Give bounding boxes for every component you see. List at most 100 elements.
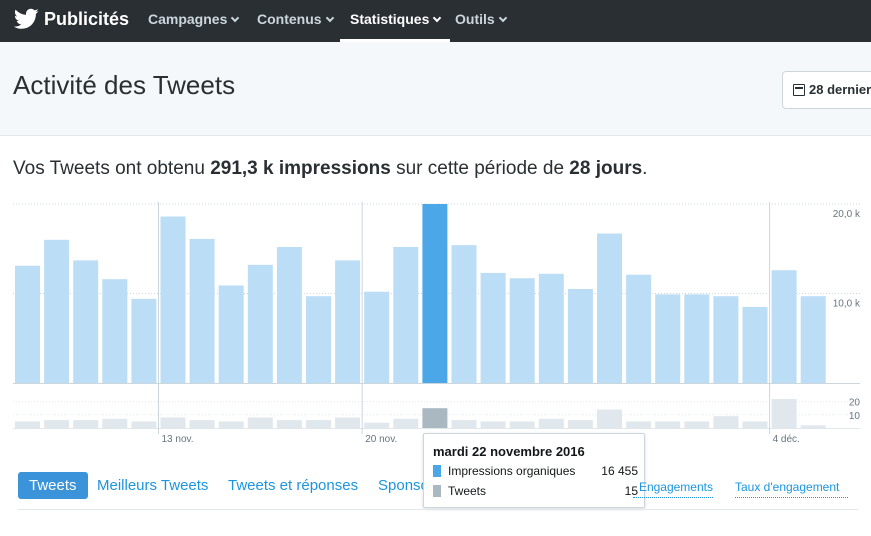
activity-chart[interactable]: 20,0 k 10,0 k 20 10 13 nov. 20 nov. 4 déc. xyxy=(0,195,871,450)
chevron-down-icon xyxy=(231,13,240,23)
tweets-bar xyxy=(451,420,477,428)
nav-item-label: Contenus xyxy=(257,11,322,27)
summary-prefix: Vos Tweets ont obtenu xyxy=(13,158,211,179)
tweets-tick-label: 10 xyxy=(849,411,861,422)
impressions-bar xyxy=(306,296,331,383)
tweets-swatch xyxy=(433,485,441,497)
tweets-bar xyxy=(335,417,361,428)
tweets-bar xyxy=(15,421,40,428)
tooltip-row-impressions: Impressions organiques 16 455 xyxy=(433,464,638,478)
summary-suffix: . xyxy=(642,158,648,179)
brand[interactable]: Publicités xyxy=(14,6,129,32)
tooltip-title: mardi 22 novembre 2016 xyxy=(433,444,585,459)
date-range-label: 28 derniers jours xyxy=(809,82,871,97)
tweets-bar xyxy=(364,422,390,428)
top-navigation: Publicités Campagnes Contenus Statistiqu… xyxy=(0,0,871,42)
tab-top-tweets[interactable]: Meilleurs Tweets xyxy=(97,477,209,494)
tweets-bar xyxy=(713,416,739,428)
summary-middle: sur cette période de xyxy=(390,158,570,179)
twitter-bird-icon xyxy=(14,8,39,29)
tweet-tabs: Tweets Meilleurs Tweets Tweets et répons… xyxy=(0,472,871,510)
tweets-tick-label: 20 xyxy=(849,398,861,409)
tooltip-row-value: 16 455 xyxy=(601,464,638,478)
brand-text: Publicités xyxy=(44,8,130,29)
page-title: Activité des Tweets xyxy=(13,70,236,100)
impressions-bar xyxy=(451,245,477,383)
tweets-bar xyxy=(306,420,331,428)
impressions-swatch xyxy=(433,465,441,477)
tweets-bar xyxy=(247,417,273,428)
chevron-down-icon xyxy=(498,13,507,23)
impressions-bar xyxy=(800,296,826,383)
tweets-bar xyxy=(160,417,186,428)
tweets-bar xyxy=(800,425,826,428)
metric-engagements[interactable]: Engagements xyxy=(633,480,713,498)
calendar-icon xyxy=(793,84,805,96)
divider xyxy=(18,509,858,510)
tweets-bar xyxy=(44,420,70,428)
impressions-bar xyxy=(364,291,390,383)
tooltip-row-label: Impressions organiques xyxy=(448,464,576,478)
impressions-bar xyxy=(276,246,302,383)
impressions-bar xyxy=(626,274,652,383)
tweets-bar xyxy=(742,421,768,428)
nav-item-contenus[interactable]: Contenus xyxy=(257,0,334,42)
nav-item-label: Campagnes xyxy=(148,11,228,27)
tweets-bar xyxy=(509,421,535,428)
metric-engagement-rate[interactable]: Taux d'engagement xyxy=(735,480,848,498)
nav-item-statistiques[interactable]: Statistiques xyxy=(339,0,451,42)
impressions-bar xyxy=(131,298,157,383)
tweets-bar xyxy=(538,418,564,428)
impressions-bar xyxy=(44,239,70,383)
impressions-bar xyxy=(538,273,564,383)
impressions-bar xyxy=(509,278,535,383)
tweets-bar xyxy=(771,398,797,428)
impressions-bar xyxy=(189,238,215,383)
nav-item-campagnes[interactable]: Campagnes xyxy=(148,0,240,42)
chart-tooltip: mardi 22 novembre 2016 Impressions organ… xyxy=(423,433,645,508)
impressions-bar xyxy=(102,279,128,383)
impressions-bar xyxy=(15,265,40,383)
chevron-down-icon xyxy=(325,13,334,23)
tooltip-row-label: Tweets xyxy=(448,484,487,498)
impressions-bar xyxy=(742,306,768,383)
tweets-bar xyxy=(626,421,652,428)
y-tick-label: 10,0 k xyxy=(833,299,861,310)
tweets-bar xyxy=(567,420,593,428)
impressions-bar xyxy=(713,296,739,383)
impressions-bar xyxy=(218,285,244,383)
tweets-bar xyxy=(276,420,302,428)
impressions-bar xyxy=(771,270,797,383)
y-tick-label: 20,0 k xyxy=(833,209,861,220)
tab-tweets[interactable]: Tweets xyxy=(18,472,88,499)
tweets-bar xyxy=(684,421,710,428)
impressions-bar xyxy=(335,260,361,383)
date-range-button[interactable]: 28 derniers jours xyxy=(782,71,871,109)
nav-item-outils[interactable]: Outils xyxy=(455,0,507,42)
tweets-bar xyxy=(480,421,506,428)
page-header: Activité des Tweets 28 derniers jours xyxy=(0,42,871,136)
impressions-bar xyxy=(73,260,99,383)
tweets-bar xyxy=(131,421,157,428)
x-tick-label: 20 nov. xyxy=(365,434,397,445)
tweets-bar xyxy=(189,420,215,428)
impressions-bar xyxy=(160,216,186,383)
tab-tweets-replies[interactable]: Tweets et réponses xyxy=(228,477,359,494)
nav-item-label: Outils xyxy=(455,11,495,27)
impressions-bar xyxy=(247,264,273,383)
summary-days: 28 jours xyxy=(569,158,643,179)
x-tick-label: 13 nov. xyxy=(162,434,194,445)
impressions-bar xyxy=(480,272,506,383)
tweets-bar xyxy=(218,421,244,428)
tweets-bar xyxy=(102,418,128,428)
tweets-bar xyxy=(73,420,99,428)
impressions-bar xyxy=(597,233,622,383)
tooltip-row-tweets: Tweets 15 xyxy=(433,484,638,498)
chevron-down-icon xyxy=(433,13,442,23)
impressions-bar xyxy=(567,289,593,383)
nav-item-label: Statistiques xyxy=(350,11,430,27)
tweets-bar xyxy=(655,421,681,428)
tab-promoted[interactable]: Sponsorisés xyxy=(378,477,423,494)
impressions-bar xyxy=(684,294,710,383)
impressions-bar xyxy=(422,204,448,383)
